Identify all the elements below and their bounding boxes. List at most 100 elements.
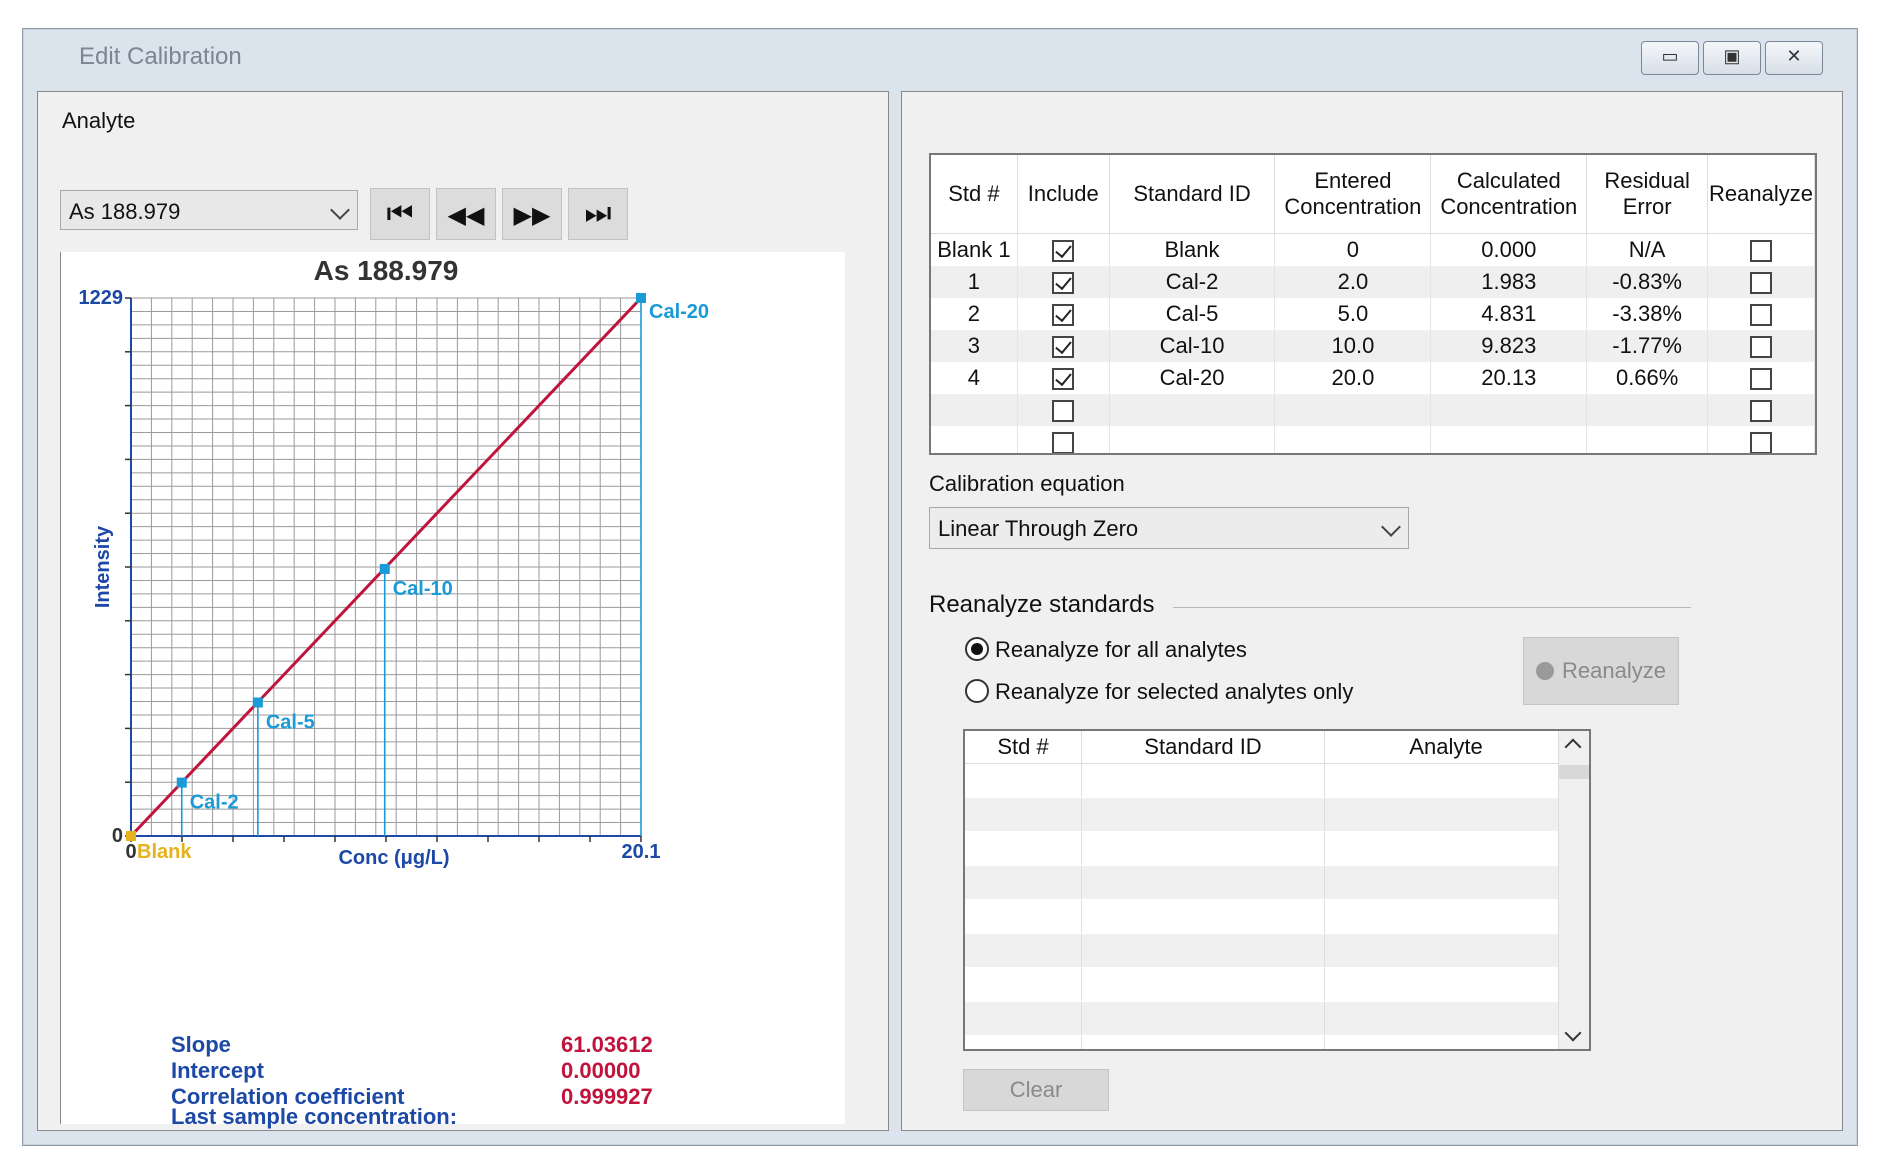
calibration-equation-select[interactable]: Linear Through Zero — [929, 507, 1409, 549]
entered-cell: 0 — [1274, 233, 1432, 266]
reanalyze-checkbox[interactable] — [1750, 240, 1773, 263]
calculated-cell — [1430, 394, 1588, 426]
entered-cell: 5.0 — [1274, 298, 1432, 330]
next-analyte-button[interactable]: ▶▶ — [502, 188, 562, 240]
list-row[interactable] — [965, 899, 1568, 934]
table-row[interactable]: Blank 1 Blank 0 0.000 N/A — [931, 233, 1815, 266]
reanalyze-all-radio[interactable] — [965, 637, 989, 661]
std-cell: 1 — [931, 266, 1018, 298]
clear-button[interactable]: Clear — [963, 1069, 1109, 1111]
include-checkbox[interactable] — [1052, 304, 1075, 327]
include-cell[interactable] — [1017, 362, 1110, 394]
reanalyze-cell[interactable] — [1707, 298, 1815, 330]
reanalyze-checkbox[interactable] — [1750, 336, 1773, 359]
calculated-cell: 20.13 — [1430, 362, 1588, 394]
list-row[interactable] — [965, 967, 1568, 1002]
col-analyte: Analyte — [1324, 731, 1568, 764]
reanalyze-checkbox[interactable] — [1750, 400, 1773, 423]
table-row[interactable]: 1 Cal-2 2.0 1.983 -0.83% — [931, 266, 1815, 298]
include-checkbox[interactable] — [1052, 336, 1075, 359]
list-row[interactable] — [965, 933, 1568, 968]
standards-table[interactable]: Std # Include Standard ID Entered Concen… — [929, 153, 1817, 455]
chevron-up-icon[interactable] — [1564, 738, 1582, 756]
table-row[interactable]: 4 Cal-20 20.0 20.13 0.66% — [931, 362, 1815, 394]
include-cell[interactable] — [1017, 266, 1110, 298]
reanalyze-cell[interactable] — [1707, 426, 1815, 453]
reanalyze-all-label[interactable]: Reanalyze for all analytes — [995, 637, 1247, 662]
vertical-scrollbar[interactable] — [1558, 731, 1589, 1049]
reanalyze-selected-radio[interactable] — [965, 679, 989, 703]
standard-id-cell: Cal-5 — [1109, 298, 1276, 330]
std-cell — [931, 426, 1018, 453]
list-row[interactable] — [965, 831, 1568, 866]
calibration-equation-value: Linear Through Zero — [938, 516, 1139, 541]
list-row[interactable] — [965, 1035, 1568, 1049]
data-point-cal-5 — [252, 697, 263, 708]
reanalyze-cell[interactable] — [1707, 233, 1815, 266]
include-checkbox[interactable] — [1052, 400, 1075, 423]
chart-title: As 188.979 — [314, 255, 459, 286]
residual-cell: -0.83% — [1586, 266, 1709, 298]
reanalyze-cell[interactable] — [1707, 266, 1815, 298]
reanalyze-checkbox[interactable] — [1750, 272, 1773, 295]
include-checkbox[interactable] — [1052, 368, 1075, 391]
reanalyze-cell[interactable] — [1707, 394, 1815, 426]
calibration-chart-area: As 188.979 1229 0 0 20.1 Conc (μg/L) Intensity… — [60, 252, 845, 1129]
table-row[interactable]: 2 Cal-5 5.0 4.831 -3.38% — [931, 298, 1815, 330]
reanalyze-checkbox[interactable] — [1750, 368, 1773, 391]
point-label-cal-10: Cal-10 — [393, 578, 453, 600]
last-analyte-button[interactable]: ⏭ — [568, 188, 628, 240]
chevron-down-icon[interactable] — [1564, 1024, 1582, 1042]
list-row[interactable] — [965, 865, 1568, 900]
chevron-down-icon — [1381, 517, 1401, 537]
col-std: Std # — [965, 731, 1082, 764]
include-checkbox[interactable] — [1052, 432, 1075, 453]
include-cell[interactable] — [1017, 426, 1110, 453]
previous-analyte-button[interactable]: ◀◀ — [436, 188, 496, 240]
include-cell[interactable] — [1017, 330, 1110, 362]
x-tick-label-min: 0 — [125, 841, 136, 863]
table-row[interactable]: 3 Cal-10 10.0 9.823 -1.77% — [931, 330, 1815, 362]
reanalyze-selected-label[interactable]: Reanalyze for selected analytes only — [995, 679, 1354, 704]
calibration-chart: As 188.979 1229 00 20.1 Conc (μg/L) Intensity… — [79, 255, 710, 869]
scroll-thumb[interactable] — [1559, 765, 1589, 779]
list-row[interactable] — [965, 797, 1568, 832]
include-checkbox[interactable] — [1052, 272, 1075, 295]
chart-panel: Analyte As 188.979 ⏮ ◀◀ ▶▶ ⏭ As 188.979 1… — [37, 91, 889, 1131]
minimize-button[interactable]: ▭ — [1641, 41, 1699, 75]
close-button[interactable]: ✕ — [1765, 41, 1823, 75]
point-label-cal-5: Cal-5 — [266, 711, 315, 733]
maximize-button[interactable]: ▣ — [1703, 41, 1761, 75]
standard-id-cell: Cal-20 — [1109, 362, 1276, 394]
include-checkbox[interactable] — [1052, 240, 1075, 263]
rewind-icon: ◀◀ — [447, 202, 485, 229]
table-row[interactable] — [931, 394, 1815, 426]
analyte-select-value: As 188.979 — [69, 199, 181, 224]
reanalyze-list[interactable]: Std # Standard ID Analyte — [963, 729, 1591, 1051]
residual-cell: 0.66% — [1586, 362, 1709, 394]
slope-label: Slope — [171, 1032, 231, 1057]
include-cell[interactable] — [1017, 298, 1110, 330]
reanalyze-button[interactable]: Reanalyze — [1523, 637, 1679, 705]
list-row[interactable] — [965, 1001, 1568, 1036]
standard-id-cell: Cal-2 — [1109, 266, 1276, 298]
list-row[interactable] — [965, 763, 1568, 798]
calibration-equation-label: Calibration equation — [929, 471, 1125, 496]
include-cell[interactable] — [1017, 394, 1110, 426]
correlation-label: Correlation coefficient — [171, 1084, 405, 1109]
reanalyze-checkbox[interactable] — [1750, 432, 1773, 453]
table-row[interactable] — [931, 426, 1815, 453]
analyte-select[interactable]: As 188.979 — [60, 190, 358, 230]
standard-id-cell — [1109, 426, 1276, 453]
standard-id-cell — [1109, 394, 1276, 426]
reanalyze-cell[interactable] — [1707, 362, 1815, 394]
data-point-cal-10 — [379, 563, 390, 574]
reanalyze-cell[interactable] — [1707, 330, 1815, 362]
calculated-cell: 9.823 — [1430, 330, 1588, 362]
include-cell[interactable] — [1017, 233, 1110, 266]
col-include: Include — [1017, 155, 1110, 234]
first-analyte-button[interactable]: ⏮ — [370, 188, 430, 240]
title-bar[interactable]: Edit Calibration ▭ ▣ ✕ — [23, 29, 1857, 81]
reanalyze-checkbox[interactable] — [1750, 304, 1773, 327]
calculated-cell: 4.831 — [1430, 298, 1588, 330]
